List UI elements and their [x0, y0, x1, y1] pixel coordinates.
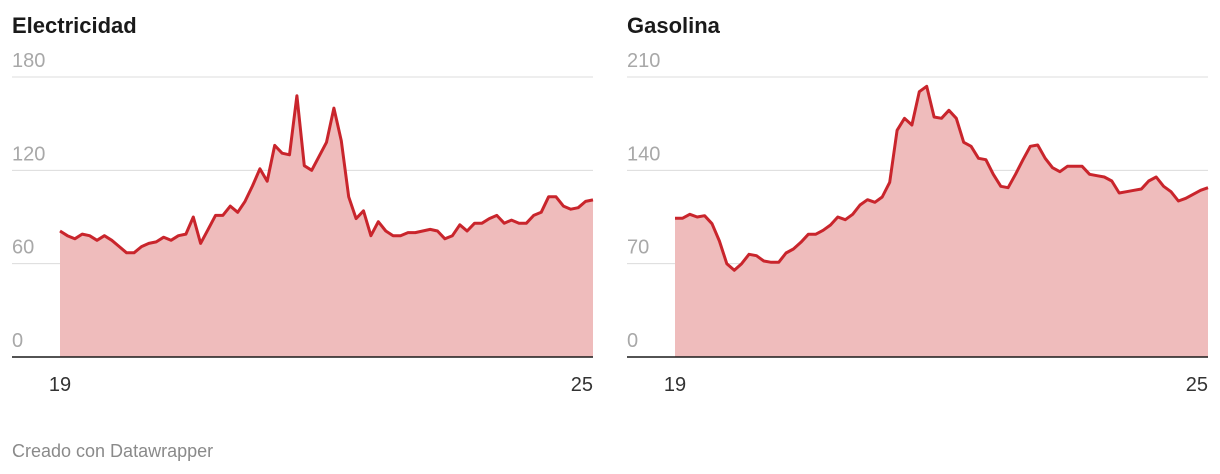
- x-tick-label: 19: [664, 374, 686, 396]
- y-tick-label: 120: [12, 143, 45, 165]
- y-tick-label: 70: [627, 237, 649, 259]
- y-tick-label: 180: [12, 50, 45, 72]
- x-tick-label: 19: [49, 374, 71, 396]
- x-tick-label: 25: [571, 374, 593, 396]
- line: [59, 94, 594, 255]
- y-tick-label: 0: [12, 330, 23, 352]
- line: [675, 84, 1209, 272]
- area: [675, 86, 1208, 358]
- x-tick-label: 25: [1186, 374, 1208, 396]
- y-tick-label: 60: [12, 237, 34, 259]
- area: [60, 95, 593, 357]
- y-tick-label: 140: [627, 143, 660, 165]
- footer: Creado con Datawrapper: [12, 441, 213, 461]
- y-tick-label: 210: [627, 50, 660, 72]
- chart-title: Electricidad: [12, 13, 137, 38]
- y-tick-label: 0: [627, 330, 638, 352]
- chart-title: Gasolina: [627, 13, 721, 38]
